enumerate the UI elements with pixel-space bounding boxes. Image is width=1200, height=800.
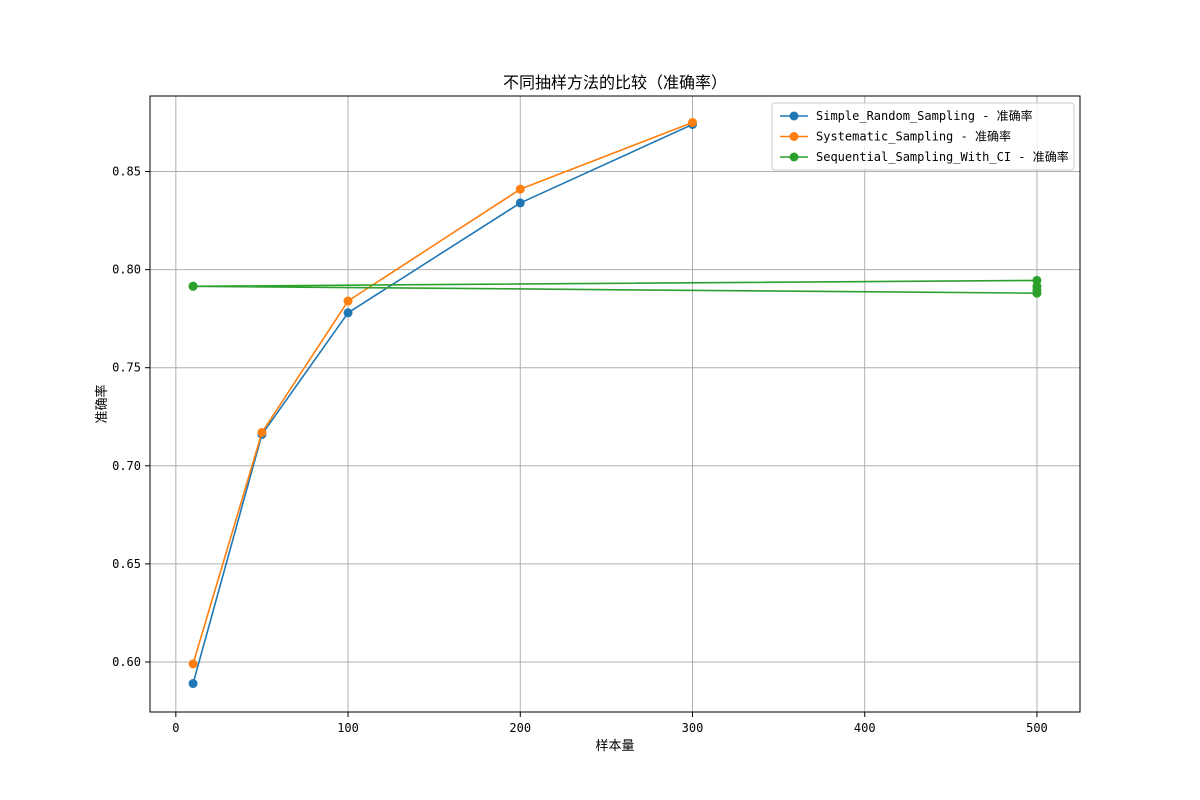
legend-label: Systematic_Sampling - 准确率 <box>816 129 1011 144</box>
series-2 <box>188 117 697 669</box>
legend-box <box>771 102 1075 171</box>
y-axis-label: 准确率 <box>94 384 110 423</box>
data-point <box>515 184 525 194</box>
legend-marker <box>789 111 799 121</box>
x-tick-label: 500 <box>1026 721 1048 735</box>
series-layer <box>188 117 1042 689</box>
plot-area-background <box>150 96 1080 712</box>
data-point <box>257 427 267 437</box>
legend-item: Simple_Random_Sampling - 准确率 <box>780 108 1033 123</box>
x-tick-label: 300 <box>682 721 704 735</box>
y-tick-label: 0.60 <box>112 655 141 669</box>
y-tick-label: 0.85 <box>112 165 141 179</box>
data-point <box>688 117 697 127</box>
legend-label: Simple_Random_Sampling - 准确率 <box>816 108 1033 123</box>
y-tick-label: 0.70 <box>112 459 141 473</box>
ticks: 0 100 200 300 400 500 0.60 0.65 0.70 0.75 0.80 0.85 <box>112 165 1048 735</box>
data-point <box>343 296 353 306</box>
legend-marker <box>789 132 799 141</box>
data-point <box>515 198 525 208</box>
data-point <box>1032 288 1042 298</box>
legend-marker <box>789 152 799 162</box>
y-tick-label: 0.75 <box>112 361 141 375</box>
data-point <box>188 679 198 689</box>
data-point <box>188 659 198 669</box>
axes-frame <box>149 95 1081 713</box>
chart-title: 不同抽样方法的比较（准确率） <box>503 73 727 92</box>
x-axis-label: 样本量 <box>595 739 634 754</box>
data-point <box>188 281 198 291</box>
y-tick-label: 0.65 <box>112 557 141 571</box>
data-point <box>343 308 353 318</box>
x-tick-label: 100 <box>337 721 359 735</box>
series-3 <box>188 275 1042 298</box>
x-tick-label: 0 <box>172 721 179 735</box>
legend-item: Systematic_Sampling - 准确率 <box>780 129 1011 144</box>
legend: Simple_Random_Sampling - 准确率 Systematic_S… <box>771 102 1075 171</box>
x-tick-label: 400 <box>854 721 876 735</box>
legend-item: Sequential_Sampling_With_CI - 准确率 <box>780 149 1069 164</box>
y-tick-label: 0.80 <box>112 263 141 277</box>
x-tick-label: 200 <box>509 721 531 735</box>
legend-label: Sequential_Sampling_With_CI - 准确率 <box>816 149 1069 164</box>
